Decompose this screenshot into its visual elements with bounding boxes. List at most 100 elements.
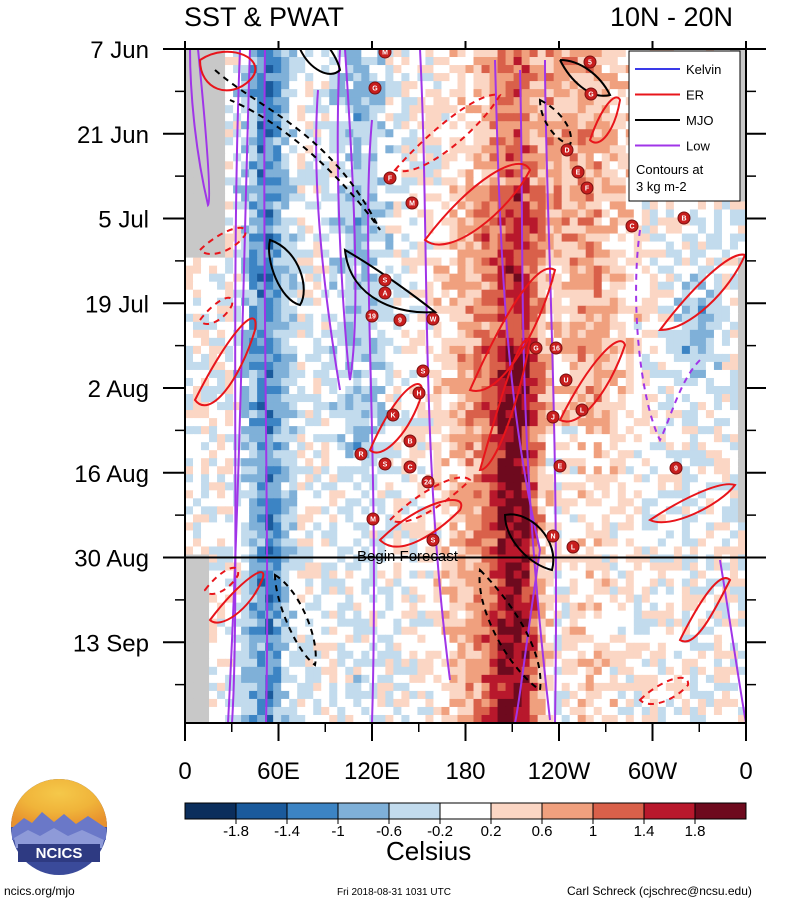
heatmap-cell [497, 289, 507, 299]
heatmap-cell [353, 145, 362, 154]
heatmap-cell [273, 490, 282, 499]
heatmap-cell [257, 65, 266, 74]
heatmap-cell [441, 578, 451, 588]
heatmap-cell [537, 586, 547, 596]
heatmap-cell [473, 121, 483, 130]
heatmap-cell [513, 161, 523, 170]
heatmap-cell [729, 345, 739, 355]
heatmap-cell [673, 434, 683, 443]
heatmap-cell [585, 217, 595, 227]
heatmap-cell [337, 530, 346, 540]
heatmap-cell [337, 57, 346, 66]
heatmap-cell [353, 113, 362, 122]
heatmap-cell [281, 337, 290, 347]
heatmap-cell [233, 610, 242, 620]
heatmap-cell [369, 377, 378, 387]
heatmap-cell [201, 482, 210, 491]
heatmap-cell [353, 241, 362, 251]
heatmap-cell [377, 209, 386, 219]
heatmap-cell [329, 466, 338, 475]
heatmap-cell [529, 570, 539, 580]
heatmap-cell [417, 426, 427, 435]
heatmap-cell [313, 313, 322, 323]
heatmap-cell [345, 434, 354, 443]
heatmap-cell [409, 506, 419, 515]
heatmap-cell [673, 305, 683, 315]
heatmap-cell [489, 474, 499, 483]
heatmap-cell [289, 281, 298, 291]
heatmap-cell [625, 602, 635, 612]
heatmap-cell [473, 217, 483, 227]
heatmap-cell [225, 233, 234, 243]
heatmap-cell [393, 418, 402, 427]
heatmap-cell [649, 209, 659, 219]
heatmap-cell [337, 442, 346, 451]
heatmap-cell [297, 249, 306, 259]
heatmap-cell [641, 233, 651, 243]
heatmap-cell [737, 522, 746, 532]
heatmap-cell [617, 73, 627, 82]
heatmap-cell [305, 466, 314, 475]
heatmap-cell [265, 450, 274, 459]
heatmap-cell [537, 265, 547, 275]
heatmap-cell [585, 594, 595, 604]
heatmap-cell [529, 169, 539, 178]
heatmap-cell [609, 442, 619, 451]
heatmap-cell [577, 265, 587, 275]
heatmap-cell [657, 377, 667, 387]
heatmap-cell [417, 281, 427, 291]
heatmap-cell [529, 241, 539, 251]
heatmap-cell [553, 570, 563, 580]
heatmap-cell [281, 554, 290, 564]
heatmap-cell [505, 257, 515, 267]
heatmap-cell [697, 249, 707, 259]
heatmap-cell [601, 482, 611, 491]
heatmap-cell [489, 305, 499, 315]
heatmap-cell [489, 514, 499, 523]
heatmap-cell [729, 402, 739, 411]
heatmap-cell [497, 578, 507, 588]
heatmap-cell [305, 169, 314, 178]
heatmap-cell [193, 217, 202, 227]
heatmap-cell [361, 353, 370, 363]
heatmap-cell [337, 201, 346, 211]
heatmap-cell [385, 241, 394, 251]
heatmap-cell [441, 193, 451, 203]
heatmap-cell [577, 570, 587, 580]
heatmap-cell [185, 369, 194, 379]
heatmap-cell [393, 514, 402, 523]
heatmap-cell [273, 225, 282, 235]
heatmap-cell [465, 329, 475, 339]
heatmap-cell [617, 369, 627, 379]
heatmap-cell [273, 57, 282, 66]
heatmap-cell [481, 73, 491, 82]
heatmap-cell [601, 305, 611, 315]
heatmap-cell [289, 361, 298, 371]
heatmap-cell [657, 490, 667, 499]
heatmap-cell [729, 361, 739, 371]
heatmap-cell [425, 169, 435, 178]
heatmap-cell [689, 594, 699, 604]
heatmap-cell [233, 410, 242, 419]
heatmap-cell [513, 145, 523, 154]
heatmap-cell [673, 538, 683, 548]
heatmap-cell [657, 538, 667, 548]
heatmap-cell [377, 73, 386, 82]
heatmap-cell [545, 450, 555, 459]
heatmap-cell [729, 337, 739, 347]
heatmap-cell [537, 418, 547, 427]
heatmap-cell [361, 506, 370, 515]
heatmap-cell [289, 345, 298, 355]
heatmap-cell [281, 418, 290, 427]
heatmap-cell [609, 474, 619, 483]
heatmap-cell [601, 369, 611, 379]
heatmap-cell [337, 169, 346, 178]
heatmap-cell [713, 273, 723, 283]
heatmap-cell [433, 265, 443, 275]
heatmap-cell [513, 265, 523, 275]
heatmap-cell [617, 386, 627, 395]
heatmap-cell [345, 498, 354, 507]
heatmap-cell [257, 129, 266, 138]
heatmap-cell [281, 185, 290, 195]
